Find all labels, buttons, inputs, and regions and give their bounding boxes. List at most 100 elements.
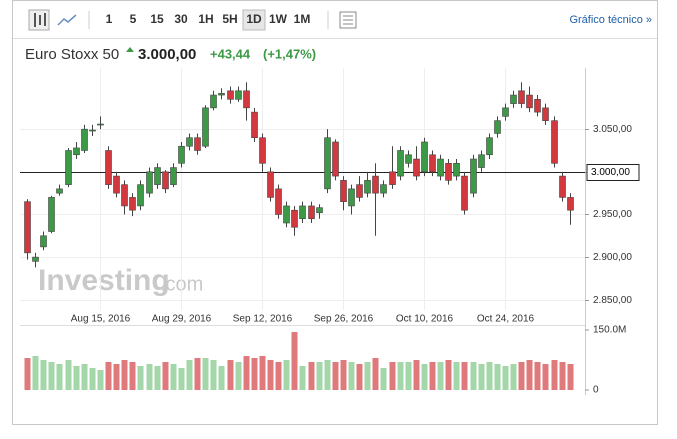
candle-body (372, 175, 379, 194)
interval-button[interactable]: 5 (130, 12, 137, 26)
interval-button[interactable]: 1M (294, 12, 311, 26)
candle-body (170, 167, 177, 185)
frame (12, 0, 658, 425)
volume-bar (275, 362, 282, 390)
interval-button[interactable]: 1H (198, 12, 213, 26)
volume-bar (162, 362, 169, 390)
settings-icon[interactable] (339, 11, 357, 29)
volume-bar (526, 360, 533, 390)
volume-bar (364, 362, 371, 390)
candle-body (542, 107, 549, 121)
x-tick-label: Sep 12, 2016 (233, 314, 293, 325)
volume-bar (308, 362, 315, 390)
candle-body (518, 90, 525, 104)
interval-button[interactable]: 30 (174, 12, 188, 26)
candle-body (129, 197, 136, 211)
volume-bar (113, 364, 120, 390)
technical-link[interactable]: Gráfico técnico » (569, 14, 652, 26)
candle-body (389, 171, 396, 185)
volume-bar (324, 360, 331, 390)
candle-body (470, 158, 477, 194)
price-tag-label: 3.000,00 (591, 167, 630, 178)
candle-body (478, 154, 485, 168)
candle-body (137, 184, 144, 207)
volume-bar (48, 362, 55, 390)
candle-body (121, 184, 128, 207)
x-tick-label: Oct 24, 2016 (477, 314, 535, 325)
volume-bar (283, 360, 290, 390)
candle-body (275, 188, 282, 215)
volume-bar (502, 366, 509, 390)
volume-bar (32, 356, 39, 390)
candle-body (73, 147, 80, 156)
candle-body (348, 188, 355, 207)
volume-bar (437, 362, 444, 390)
candle-body (113, 175, 120, 194)
candle-body (453, 162, 460, 177)
interval-button[interactable]: 5H (222, 12, 237, 26)
change-pct: (+1,47%) (263, 46, 316, 61)
candle-body (340, 180, 347, 202)
y-tick-label: 2.850,00 (593, 295, 632, 306)
interval-button[interactable]: 15 (150, 12, 164, 26)
interval-button[interactable]: 1 (106, 12, 113, 26)
volume-bar (121, 360, 128, 390)
volume-bar (534, 362, 541, 390)
volume-tick-label: 0 (593, 385, 599, 396)
y-tick-label: 2.950,00 (593, 209, 632, 220)
candle-body (267, 171, 274, 198)
volume-tick-label: 150.0M (593, 325, 626, 336)
volume-bar (129, 362, 136, 390)
instrument-name: Euro Stoxx 50 (25, 46, 119, 63)
volume-bar (518, 362, 525, 390)
price-tag (586, 164, 640, 181)
candle-body (89, 129, 96, 132)
volume-bar (97, 370, 104, 390)
candle-body (397, 150, 404, 177)
volume-bar (332, 362, 339, 390)
candle-body (316, 207, 323, 214)
candle-body (413, 158, 420, 177)
candle-body (97, 123, 104, 126)
candle-body (105, 150, 112, 185)
volume-bar (81, 364, 88, 390)
watermark-brand: Investing (38, 264, 170, 297)
candle-body (40, 235, 47, 248)
volume-bar (453, 362, 460, 390)
volume-bar (510, 364, 517, 390)
candle-body (251, 111, 258, 139)
x-tick-label: Oct 10, 2016 (396, 314, 454, 325)
volume-bar (486, 362, 493, 390)
candle-icon[interactable] (28, 9, 50, 31)
candle-body (291, 209, 298, 228)
volume-bar (478, 364, 485, 390)
volume-bar (154, 366, 161, 390)
candle-body (162, 171, 169, 190)
volume-bar (461, 362, 468, 390)
x-tick-label: Aug 15, 2016 (71, 314, 131, 325)
volume-bar (348, 362, 355, 390)
candle-body (81, 128, 88, 151)
candle-body (210, 94, 217, 109)
candle-body (494, 120, 501, 134)
candle-body (461, 175, 468, 211)
volume-bar (235, 362, 242, 390)
candle-body (356, 184, 363, 198)
interval-button[interactable]: 1W (269, 12, 288, 26)
candle-body (437, 158, 444, 177)
candle-body (56, 188, 63, 194)
line-icon[interactable] (57, 14, 77, 26)
volume-bar (542, 364, 549, 390)
volume-bar (178, 368, 185, 390)
candle-body (526, 94, 533, 109)
volume-bar (259, 356, 266, 390)
interval-button[interactable]: 1D (246, 12, 262, 26)
volume-bar (389, 362, 396, 390)
y-tick-label: 3.050,00 (593, 124, 632, 135)
candle-body (567, 197, 574, 211)
candle-body (146, 171, 153, 194)
y-tick-label: 2.900,00 (593, 252, 632, 263)
candle-body (24, 201, 31, 254)
candle-body (283, 205, 290, 224)
